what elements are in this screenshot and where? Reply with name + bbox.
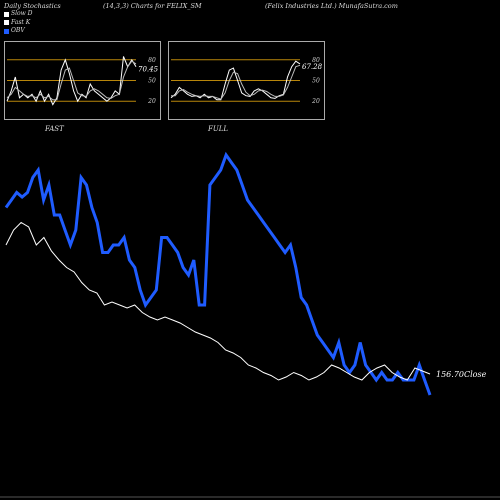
fast-panel: 80 50 20 70.45	[4, 41, 161, 120]
series-line-slow-d	[6, 60, 137, 101]
legend-label-slow-d: Slow D	[11, 10, 33, 17]
current-value-label: 67.28	[302, 63, 323, 71]
fast-panel-label: FAST	[45, 125, 64, 133]
series-line-fast-k	[6, 56, 137, 106]
legend-item-slow-d: Slow D	[4, 10, 33, 19]
legend-swatch-obv	[4, 28, 9, 34]
fast-stochastic-chart: 80 50 20 70.45	[6, 56, 159, 106]
level-tick-label: 80	[148, 57, 156, 64]
header-right: (Felix Industries Ltd.) MunafaSutra.com	[265, 2, 398, 10]
full-panel: 80 50 20 67.28	[168, 41, 325, 120]
current-value-label: 70.45	[138, 66, 159, 74]
legend-item-fast-k: Fast K	[4, 19, 33, 28]
legend-swatch-fast-k	[4, 20, 9, 26]
header-left: Daily Stochastics	[4, 2, 61, 10]
series-line-obv	[4, 151, 432, 396]
series-line-close	[5, 221, 431, 381]
legend-swatch-slow-d	[4, 11, 9, 17]
full-stochastic-chart: 80 50 20 67.28	[170, 57, 323, 105]
full-panel-label: FULL	[208, 125, 229, 133]
series-line-slow-d	[171, 64, 301, 100]
obv-close-chart: 156.70Close	[0, 151, 500, 498]
level-tick-label: 50	[148, 78, 156, 85]
legend: Slow D Fast K OBV	[4, 10, 33, 36]
legend-label-fast-k: Fast K	[11, 18, 31, 26]
level-tick-label: 20	[311, 98, 320, 105]
header-center: (14,3,3) Charts for FELIX_SM	[103, 2, 202, 10]
close-value-label: 156.70Close	[436, 370, 487, 379]
legend-label-obv: OBV	[11, 27, 25, 34]
level-tick-label: 20	[147, 98, 156, 105]
level-tick-label: 50	[312, 78, 320, 85]
legend-item-obv: OBV	[4, 27, 33, 36]
level-tick-label: 80	[312, 57, 320, 64]
